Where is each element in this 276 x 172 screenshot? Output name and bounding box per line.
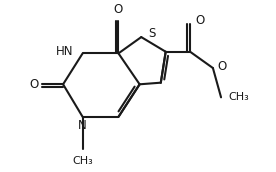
Text: HN: HN <box>56 45 74 58</box>
Text: N: N <box>78 119 87 132</box>
Text: O: O <box>195 14 204 27</box>
Text: O: O <box>30 78 39 91</box>
Text: CH₃: CH₃ <box>72 156 93 166</box>
Text: O: O <box>218 60 227 73</box>
Text: O: O <box>114 3 123 16</box>
Text: S: S <box>148 26 156 40</box>
Text: CH₃: CH₃ <box>228 92 249 102</box>
